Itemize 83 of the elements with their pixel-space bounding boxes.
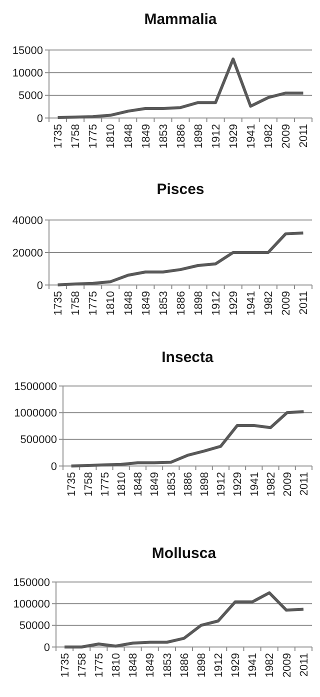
- y-tick-label: 20000: [12, 247, 43, 260]
- x-tick-label: 2009: [280, 291, 293, 316]
- x-tick-label: 1848: [132, 472, 145, 496]
- x-tick-label: 1735: [59, 653, 72, 678]
- x-tick-label: 1929: [230, 653, 242, 678]
- x-tick-label: 1735: [52, 124, 65, 148]
- x-tick-label: 1898: [196, 653, 208, 678]
- x-tick-label: 1982: [263, 124, 276, 148]
- x-tick-label: 1982: [264, 653, 276, 678]
- y-tick-label: 0: [44, 642, 50, 654]
- y-tick-label: 0: [36, 112, 43, 125]
- x-tick-label: 1886: [175, 124, 188, 148]
- x-tick-label: 1849: [140, 124, 152, 148]
- chart-title: Mammalia: [144, 11, 218, 28]
- x-tick-label: 1810: [105, 291, 118, 316]
- x-tick-label: 2009: [281, 653, 294, 678]
- y-tick-label: 500000: [20, 434, 57, 446]
- x-tick-label: 1810: [110, 653, 123, 678]
- x-tick-label: 1912: [212, 653, 225, 678]
- x-tick-label: 1848: [128, 653, 140, 678]
- x-tick-label: 1810: [116, 472, 128, 496]
- x-tick-label: 1912: [210, 124, 222, 148]
- y-tick-label: 10000: [12, 68, 43, 80]
- line-series: [63, 591, 305, 648]
- x-tick-label: 1982: [263, 291, 276, 316]
- x-tick-label: 1886: [178, 653, 191, 678]
- x-tick-label: 1758: [70, 291, 82, 316]
- x-tick-label: 1929: [232, 472, 244, 496]
- x-tick-label: 1929: [228, 124, 240, 148]
- x-tick-label: 1775: [94, 653, 106, 678]
- y-tick-label: 0: [36, 280, 43, 292]
- x-tick-label: 1849: [144, 653, 157, 678]
- y-tick-label: 100000: [13, 598, 50, 611]
- x-tick-label: 2011: [298, 291, 310, 315]
- chart-title: Pisces: [156, 181, 204, 198]
- x-tick-label: 1941: [248, 472, 261, 496]
- x-tick-label: 1929: [228, 291, 240, 316]
- x-tick-label: 1898: [192, 124, 205, 148]
- x-tick-label: 1775: [88, 124, 100, 148]
- x-tick-label: 1898: [192, 291, 205, 316]
- y-tick-label: 0: [50, 460, 57, 473]
- x-tick-label: 1941: [245, 291, 258, 316]
- y-tick-label: 150000: [13, 576, 50, 589]
- x-tick-label: 1758: [70, 124, 82, 148]
- x-tick-label: 2009: [280, 124, 293, 148]
- x-tick-label: 1853: [162, 653, 174, 678]
- y-tick-label: 40000: [12, 214, 43, 227]
- x-tick-label: 1775: [99, 472, 112, 496]
- x-tick-label: 2011: [298, 653, 310, 677]
- x-tick-label: 1941: [247, 653, 260, 678]
- y-tick-label: 5000: [18, 90, 43, 102]
- x-tick-label: 1849: [140, 291, 152, 316]
- x-tick-label: 2009: [282, 472, 294, 496]
- x-tick-label: 1941: [245, 124, 258, 148]
- x-tick-label: 1898: [198, 472, 211, 496]
- x-tick-label: 1735: [52, 291, 65, 316]
- x-tick-label: 1849: [149, 472, 162, 496]
- x-tick-label: 2011: [298, 472, 311, 496]
- x-tick-label: 1912: [216, 472, 228, 496]
- x-tick-label: 1912: [210, 291, 222, 316]
- x-tick-label: 1758: [82, 472, 95, 496]
- y-tick-label: 50000: [19, 620, 50, 632]
- x-tick-label: 2011: [298, 124, 310, 148]
- chart-title: Insecta: [162, 349, 214, 366]
- x-tick-label: 1853: [158, 291, 170, 316]
- y-tick-label: 15000: [12, 44, 43, 57]
- x-tick-label: 1982: [265, 472, 278, 496]
- x-tick-label: 1853: [158, 124, 170, 148]
- line-series: [56, 232, 305, 286]
- y-tick-label: 1500000: [14, 380, 57, 393]
- x-tick-label: 1886: [182, 472, 194, 496]
- chart-title: Mollusca: [152, 545, 217, 562]
- x-tick-label: 1848: [122, 291, 135, 316]
- x-tick-label: 1758: [76, 653, 88, 678]
- x-tick-label: 1775: [88, 291, 100, 316]
- x-tick-label: 1848: [122, 124, 135, 148]
- x-tick-label: 1735: [66, 472, 78, 496]
- line-series: [70, 410, 306, 468]
- line-series: [56, 58, 305, 120]
- y-tick-label: 1000000: [14, 408, 57, 420]
- x-tick-label: 1810: [105, 124, 118, 148]
- x-tick-label: 1886: [175, 291, 188, 316]
- x-tick-label: 1853: [166, 472, 178, 496]
